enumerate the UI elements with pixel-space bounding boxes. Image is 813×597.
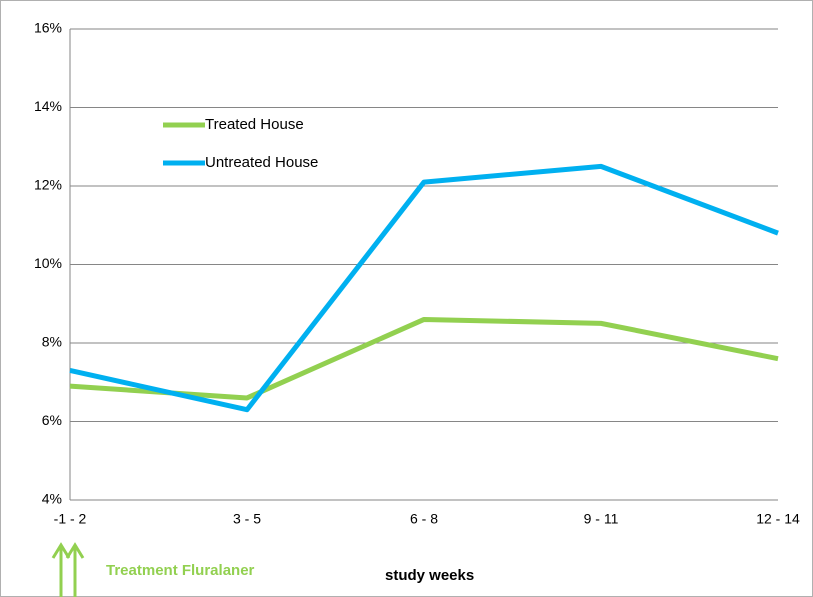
annotation: Treatment Fluralaner xyxy=(106,562,255,579)
y-tick-label: 6% xyxy=(42,412,62,428)
treatment-arrows xyxy=(51,542,85,597)
y-tick-label: 8% xyxy=(42,334,62,350)
legend-label: Untreated House xyxy=(205,154,318,171)
x-tick-label: 9 - 11 xyxy=(584,511,619,527)
y-tick-label: 16% xyxy=(34,20,62,36)
x-tick-label: 12 - 14 xyxy=(756,511,800,527)
legend-label: Treated House xyxy=(205,116,304,133)
x-tick-label: -1 - 2 xyxy=(54,511,87,527)
x-tick-label: 6 - 8 xyxy=(410,511,438,527)
y-tick-label: 4% xyxy=(42,491,62,507)
y-tick-label: 14% xyxy=(34,98,62,114)
series-line xyxy=(69,316,779,401)
series-line xyxy=(69,163,779,413)
x-tick-label: 3 - 5 xyxy=(233,511,261,527)
y-tick-label: 10% xyxy=(34,255,62,271)
y-tick-label: 12% xyxy=(34,177,62,193)
x-axis-label: study weeks xyxy=(385,567,474,584)
